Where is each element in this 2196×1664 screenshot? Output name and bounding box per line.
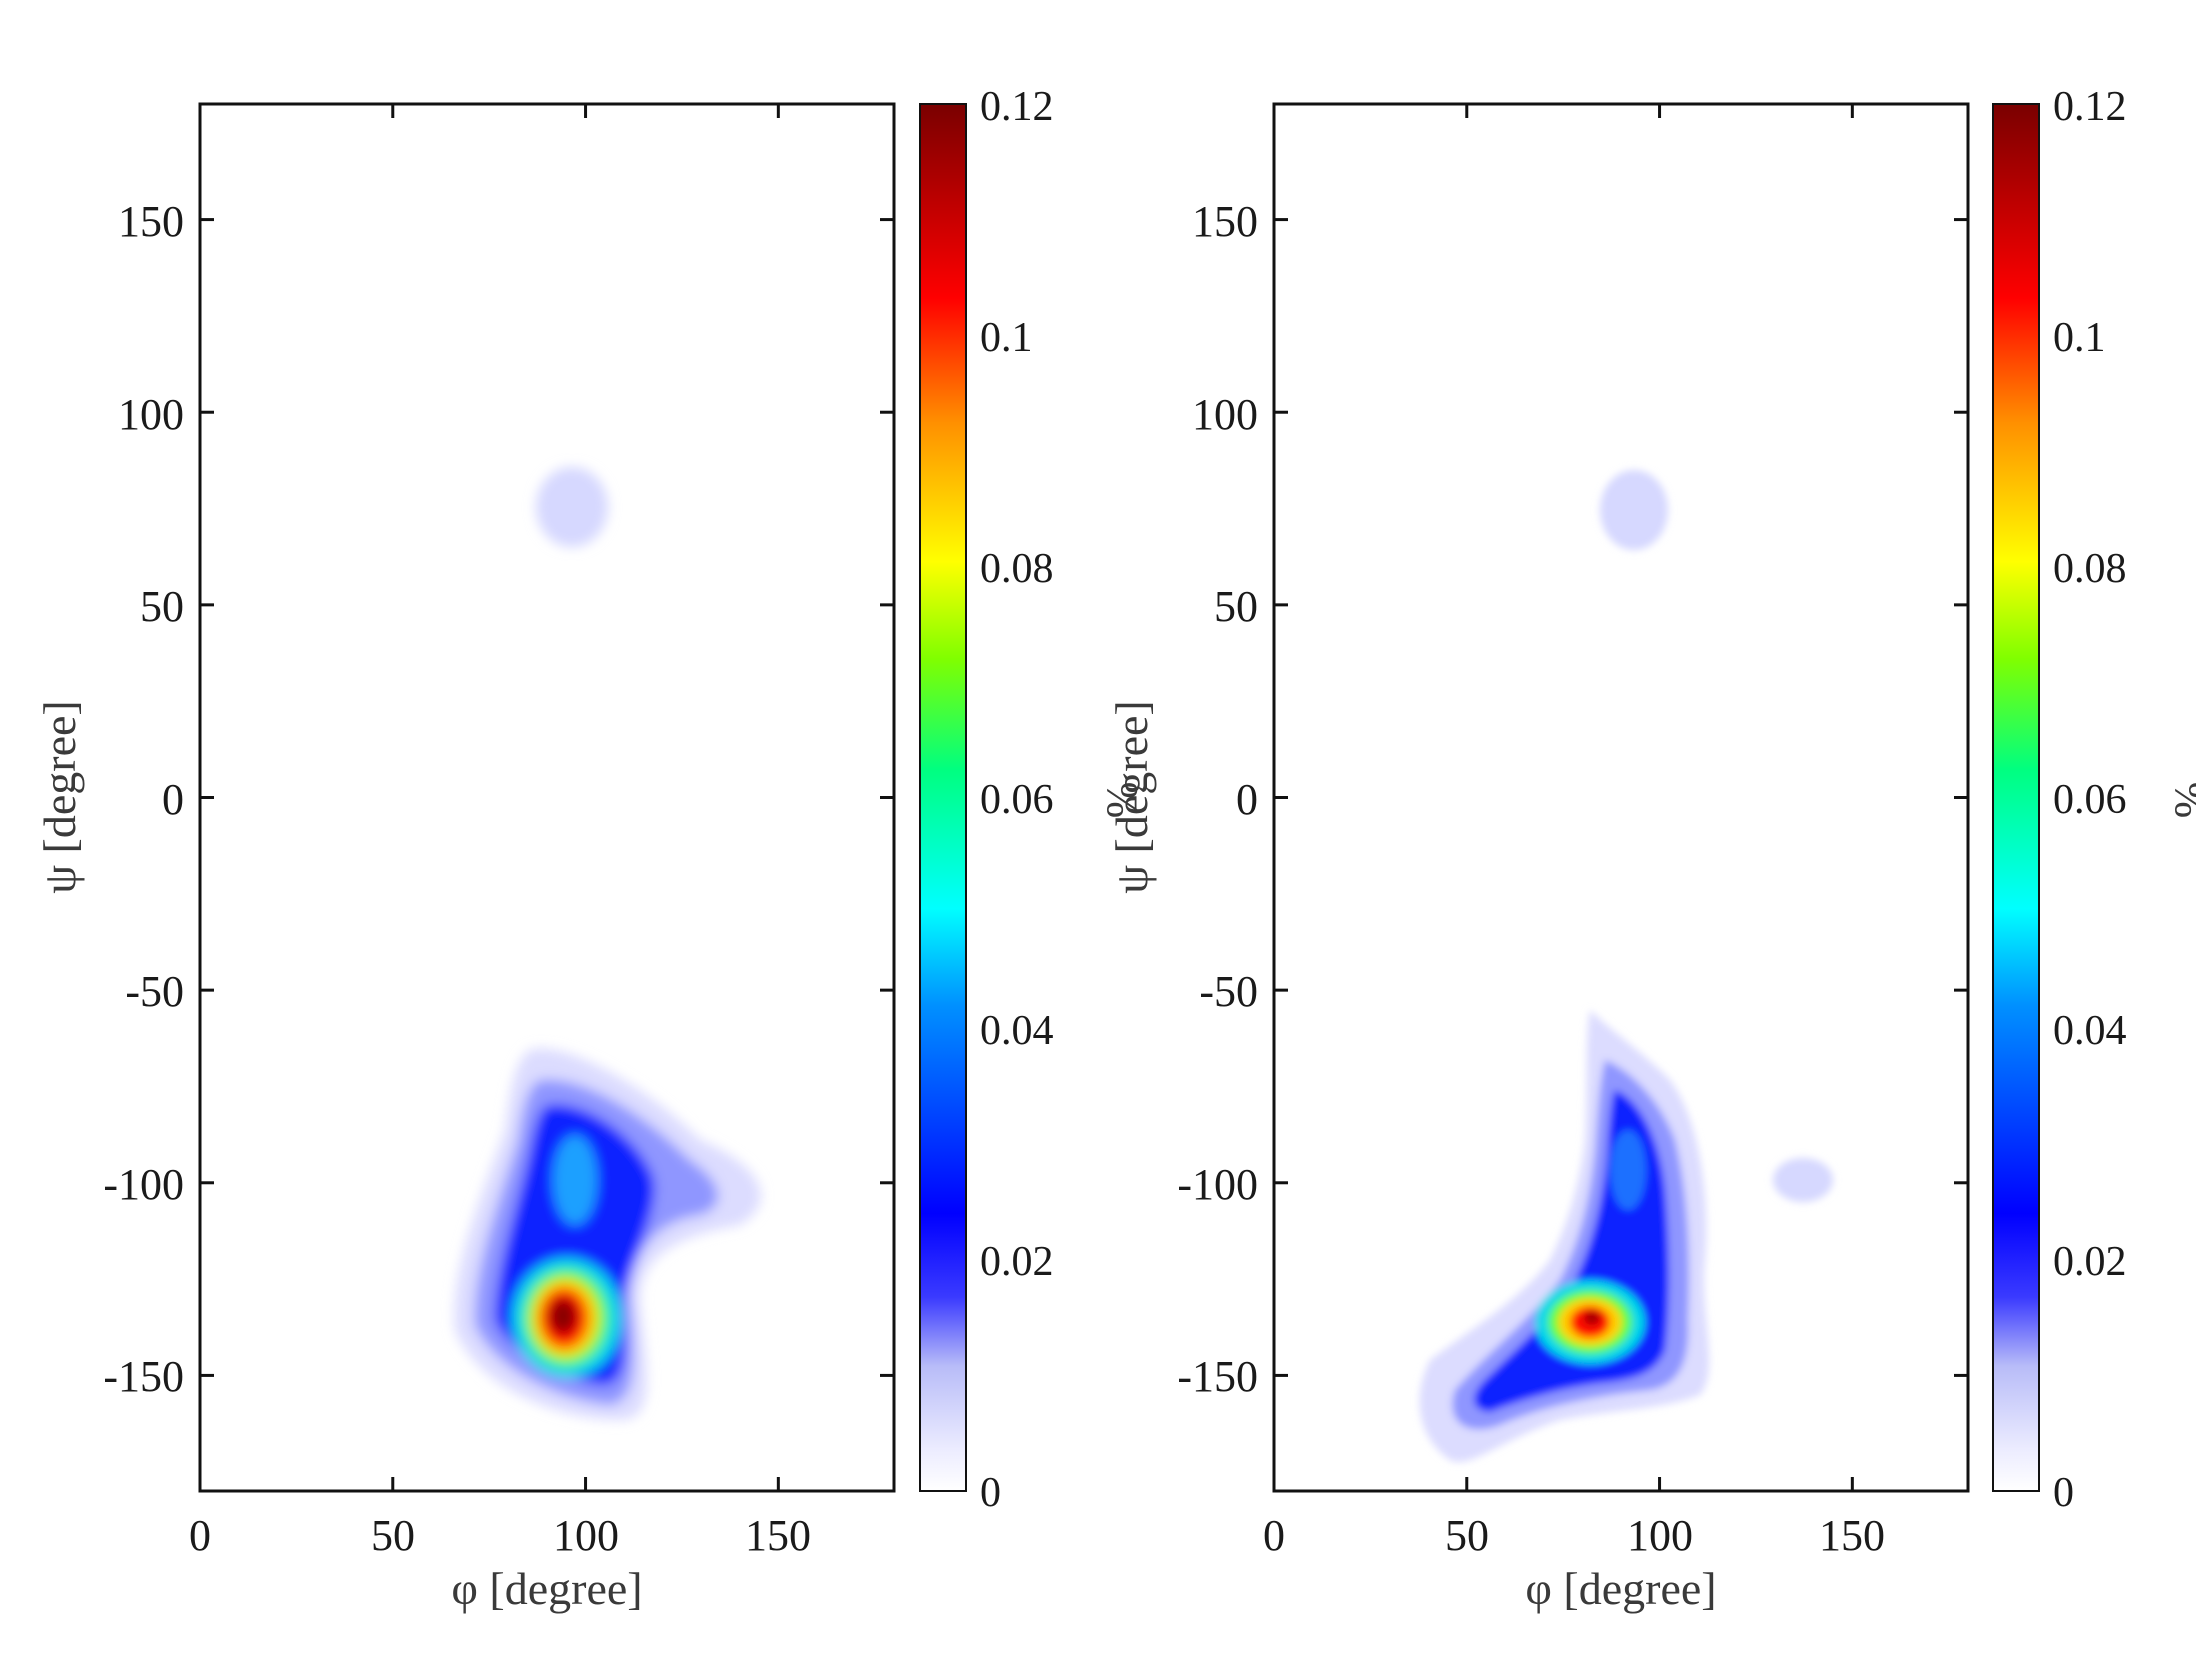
y-tick-label: -150 [1177, 1352, 1258, 1401]
colorbar-tick-label: 0.1 [980, 315, 1033, 361]
density-blob-side [1773, 1158, 1833, 1202]
heatmap-left [454, 467, 761, 1420]
x-tick-label: 150 [1819, 1511, 1885, 1560]
x-tick-label: 50 [1445, 1511, 1489, 1560]
axis-ticks-right [1272, 104, 1968, 1491]
colorbar-tick-label: 0.04 [980, 1008, 1054, 1054]
density-ridge-teal [553, 1135, 597, 1225]
colorbar-tick-label: 0.04 [2053, 1008, 2127, 1054]
x-axis-title: φ [degree] [451, 1563, 642, 1614]
y-tick-label: 50 [140, 582, 184, 631]
y-axis-title: ψ [degree] [1106, 700, 1157, 894]
colorbar-right [1992, 103, 2040, 1492]
y-tick-label: 100 [118, 390, 184, 439]
density-blob-upper [1600, 470, 1668, 550]
colorbar-tick-label: 0.02 [980, 1239, 1054, 1285]
colorbar-tick-label: 0 [2053, 1470, 2074, 1516]
colorbar-unit-label: % [2166, 782, 2196, 819]
y-tick-label: 50 [1214, 582, 1258, 631]
x-tick-label: 0 [189, 1511, 211, 1560]
colorbar-tick-label: 0.08 [980, 546, 1054, 592]
x-tick-label: 150 [745, 1511, 811, 1560]
y-tick-label: 0 [1236, 775, 1258, 824]
colorbar-tick-label: 0.1 [2053, 315, 2106, 361]
colorbar-tick-label: 0.12 [980, 84, 1054, 130]
y-tick-label: -100 [1177, 1160, 1258, 1209]
y-tick-label: -50 [1199, 967, 1258, 1016]
colorbar-tick-label: 0.12 [2053, 84, 2127, 130]
y-axis-title: ψ [degree] [34, 700, 85, 894]
colorbar-unit-label: % [1098, 782, 1147, 819]
colorbar-tick-label: 0 [980, 1470, 1001, 1516]
y-tick-label: 100 [1192, 390, 1258, 439]
density-blob-upper [536, 467, 608, 547]
x-tick-label: 100 [1627, 1511, 1693, 1560]
panel-left: 0 50 100 150 150 100 50 0 -50 -100 -150 … [34, 84, 1147, 1614]
colorbar-tick-label: 0.06 [2053, 777, 2127, 823]
panel-right: 0 50 100 150 150 100 50 0 -50 -100 -150 … [1106, 84, 2196, 1614]
colorbar-tick-label: 0.02 [2053, 1239, 2127, 1285]
y-tick-label: 0 [162, 775, 184, 824]
x-tick-label: 50 [371, 1511, 415, 1560]
y-tick-label: 150 [1192, 197, 1258, 246]
x-tick-label: 100 [553, 1511, 619, 1560]
y-tick-label: -50 [125, 967, 184, 1016]
axis-ticks-left [198, 104, 894, 1491]
density-ridge-teal [1610, 1130, 1646, 1210]
x-axis-title: φ [degree] [1525, 1563, 1716, 1614]
density-peak-dark [1584, 1311, 1600, 1325]
x-tick-label: 0 [1263, 1511, 1285, 1560]
heatmap-right [1419, 470, 1833, 1462]
density-peak-dark [549, 1298, 577, 1334]
y-tick-label: 150 [118, 197, 184, 246]
colorbar-left [919, 103, 967, 1492]
colorbar-tick-label: 0.06 [980, 777, 1054, 823]
y-tick-label: -150 [103, 1352, 184, 1401]
y-tick-label: -100 [103, 1160, 184, 1209]
colorbar-tick-label: 0.08 [2053, 546, 2127, 592]
